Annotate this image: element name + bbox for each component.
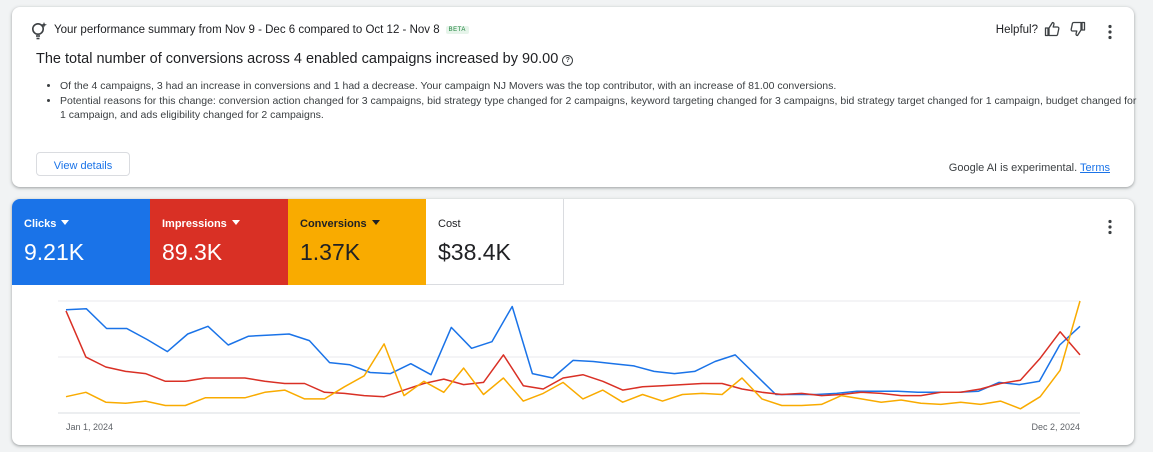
- summary-period-text: Your performance summary from Nov 9 - De…: [54, 24, 440, 36]
- summary-headline: The total number of conversions across 4…: [36, 51, 574, 67]
- metric-value: 9.21K: [24, 239, 85, 265]
- metric-label: Impressions: [162, 218, 240, 230]
- dropdown-caret-icon: [61, 220, 70, 225]
- performance-chart-card: Clicks 9.21K Impressions 89.3K Conversio…: [12, 199, 1134, 445]
- ai-note-text: Google AI is experimental.: [948, 162, 1078, 174]
- metric-tile-clicks[interactable]: Clicks 9.21K: [12, 199, 150, 285]
- metric-label: Clicks: [24, 218, 70, 230]
- summary-bullet: Of the 4 campaigns, 3 had an increase in…: [60, 79, 1140, 94]
- metric-label-text: Conversions: [300, 218, 367, 230]
- x-tick-label-end: Dec 2, 2024: [1031, 422, 1080, 432]
- metric-label-text: Impressions: [162, 218, 227, 230]
- dropdown-caret-icon: [231, 220, 240, 225]
- terms-link[interactable]: Terms: [1080, 162, 1110, 174]
- metric-value: 89.3K: [162, 239, 223, 265]
- performance-line-chart: Jan 1, 2024 Dec 2, 2024: [58, 300, 1081, 432]
- metric-label-text: Clicks: [24, 218, 57, 230]
- more-options-icon[interactable]: [1102, 24, 1118, 40]
- metric-label: Cost: [438, 218, 461, 230]
- dropdown-caret-icon: [371, 220, 380, 225]
- lightbulb-sparkle-icon: [32, 22, 47, 40]
- series-line-conversions: [65, 300, 1081, 410]
- series-line-impressions: [65, 310, 1081, 398]
- metric-tile-conversions[interactable]: Conversions 1.37K: [288, 199, 426, 285]
- summary-bullet: Potential reasons for this change: conve…: [60, 94, 1140, 123]
- series-line-clicks: [65, 305, 1081, 396]
- metric-value: 1.37K: [300, 239, 361, 265]
- helpful-label: Helpful?: [995, 24, 1038, 36]
- x-tick-label-start: Jan 1, 2024: [66, 422, 113, 432]
- thumbs-down-icon[interactable]: [1070, 21, 1086, 37]
- view-details-button[interactable]: View details: [36, 152, 130, 176]
- ai-experimental-note: Google AI is experimental. Terms: [949, 162, 1110, 174]
- metric-label: Conversions: [300, 218, 380, 230]
- series-layer: [65, 300, 1081, 410]
- performance-summary-card: Your performance summary from Nov 9 - De…: [12, 7, 1136, 187]
- metric-tile-impressions[interactable]: Impressions 89.3K: [150, 199, 288, 285]
- headline-text: The total number of conversions across 4…: [36, 51, 559, 67]
- more-options-icon[interactable]: [1102, 219, 1118, 235]
- summary-header: Your performance summary from Nov 9 - De…: [54, 24, 469, 36]
- thumbs-up-icon[interactable]: [1044, 21, 1060, 37]
- metric-tile-cost[interactable]: Cost $38.4K: [426, 199, 564, 285]
- beta-badge: BETA: [445, 25, 469, 34]
- metric-value: $38.4K: [438, 239, 511, 265]
- summary-bullets: Of the 4 campaigns, 3 had an increase in…: [36, 79, 1140, 123]
- help-icon[interactable]: ?: [562, 55, 574, 66]
